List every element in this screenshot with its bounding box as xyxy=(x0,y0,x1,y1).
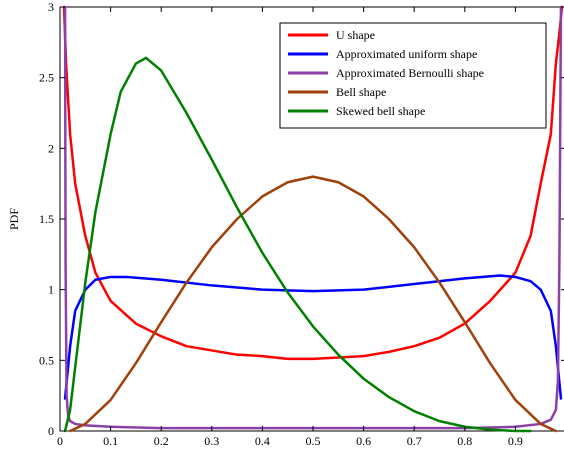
x-tick-label: 0.5 xyxy=(306,434,321,448)
x-tick-label: 0.7 xyxy=(407,434,422,448)
x-tick-label: 0.9 xyxy=(508,434,523,448)
series-line-3 xyxy=(68,175,558,433)
y-tick-label: 0 xyxy=(48,424,54,438)
x-tick-label: 0.4 xyxy=(255,434,270,448)
y-tick-label: 1 xyxy=(48,283,54,297)
y-tick-label: 0.5 xyxy=(39,353,54,367)
legend-label-4: Skewed bell shape xyxy=(336,104,425,118)
x-tick-label: 0.3 xyxy=(204,434,219,448)
series-line-0 xyxy=(62,5,564,361)
y-tick-label: 1.5 xyxy=(39,212,54,226)
legend-label-3: Bell shape xyxy=(336,85,386,99)
legend: U shape Approximated uniform shape Approxi… xyxy=(279,22,547,129)
x-tick-label: 0.8 xyxy=(457,434,472,448)
y-tick-label: 2.5 xyxy=(39,71,54,85)
series-line-1 xyxy=(63,274,563,400)
series-line-4 xyxy=(63,56,532,433)
x-tick-label: 0.1 xyxy=(103,434,118,448)
y-tick-label: 2 xyxy=(48,141,54,155)
legend-label-2: Approximated Bernoulli shape xyxy=(336,66,484,80)
legend-label-1: Approximated uniform shape xyxy=(336,47,477,61)
x-tick-label: 0 xyxy=(57,434,63,448)
y-tick-label: 3 xyxy=(48,0,54,14)
x-tick-label: 0.6 xyxy=(356,434,371,448)
y-axis-label: PDF xyxy=(7,208,21,230)
x-tick-label: 0.2 xyxy=(154,434,169,448)
x-axis: 00.10.20.30.40.50.60.70.80.91 xyxy=(57,7,564,448)
legend-label-0: U shape xyxy=(336,28,375,42)
y-axis: 0 0.5 1 1.5 2 2.5 3 xyxy=(39,0,564,438)
